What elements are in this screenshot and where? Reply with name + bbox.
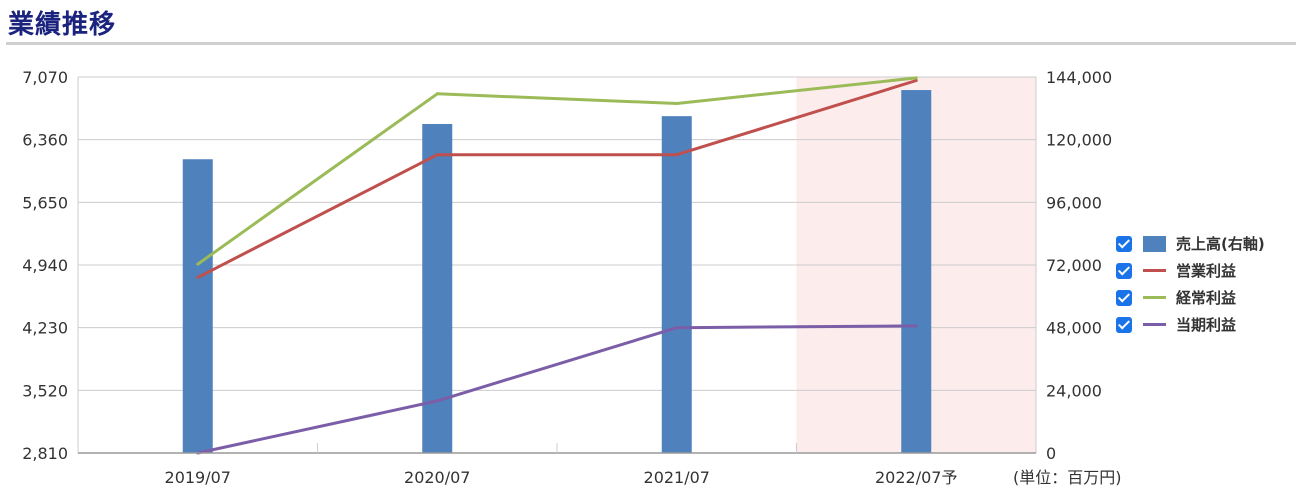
series-point [914,324,918,328]
legend-item-ordinary[interactable]: 経常利益 [1116,284,1265,311]
left-axis-tick-label: 4,940 [22,256,68,275]
series-line [197,79,917,279]
x-axis-tick-label: 2019/07 [165,468,231,487]
gridline-layer [78,76,1036,454]
legend-item-net[interactable]: 当期利益 [1116,311,1265,338]
left-axis-tick-label: 5,650 [22,193,68,212]
right-axis-tick-label: 48,000 [1046,319,1102,338]
line-layer [196,76,918,455]
right-axis-tick-label: 96,000 [1046,193,1102,212]
series-point [435,399,439,403]
sales-bar [182,159,213,453]
sales-bar [901,90,932,454]
x-axis-tick-label: 2022/07予 [875,468,957,487]
right-axis-tick-label: 24,000 [1046,381,1102,400]
page-title: 業績推移 [8,10,117,40]
series-point [914,79,918,83]
legend-label-sales: 売上高(右軸) [1176,235,1265,253]
series-point [914,76,918,80]
right-axis-tick-label: 72,000 [1046,256,1102,275]
series-point [196,275,200,279]
legend-swatch-net [1143,323,1166,326]
legend-label-ordinary: 経常利益 [1176,289,1237,307]
series-point [675,326,679,330]
legend-checkbox-net[interactable] [1116,316,1132,333]
series-line [197,324,917,455]
series-point [435,153,439,157]
legend-swatch-operating [1143,269,1166,272]
sales-bar [661,116,692,454]
legend-swatch-ordinary [1143,296,1166,299]
axis-layer [77,77,1037,454]
series-point [435,92,439,96]
x-axis-tick-label: 2021/07 [644,468,710,487]
series-point [196,262,200,266]
legend-item-sales[interactable]: 売上高(右軸) [1116,230,1265,257]
left-axis-tick-label: 6,360 [22,131,68,150]
legend-checkbox-ordinary[interactable] [1116,289,1132,306]
left-axis-tick-label: 2,810 [22,444,68,463]
left-axis-tick-label: 7,070 [22,68,68,87]
right-axis-tick-label: 0 [1046,444,1056,463]
legend-label-net: 当期利益 [1176,316,1237,334]
legend-item-operating[interactable]: 営業利益 [1116,257,1265,284]
series-point [675,153,679,157]
left-axis-tick-label: 3,520 [22,381,68,400]
x-axis-tick-label: 2020/07 [404,468,470,487]
legend-checkbox-sales[interactable] [1116,235,1132,252]
legend-swatch-sales [1143,235,1166,252]
unit-note: (単位：百万円) [1013,468,1122,487]
title-divider [6,42,1296,45]
tick-label-layer: 2,810 0 3,520 24,000 4,230 48,000 4,940 72,000 5… [22,68,1112,487]
series-point [675,101,679,105]
legend: 売上高(右軸) 営業利益 経常利益 当期利益 [1116,230,1265,338]
bar-layer [182,90,932,454]
right-axis-tick-label: 144,000 [1046,68,1112,87]
series-line [196,76,917,266]
right-axis-tick-label: 120,000 [1046,131,1112,150]
legend-label-operating: 営業利益 [1176,262,1237,280]
legend-checkbox-operating[interactable] [1116,262,1132,279]
left-axis-tick-label: 4,230 [22,319,68,338]
